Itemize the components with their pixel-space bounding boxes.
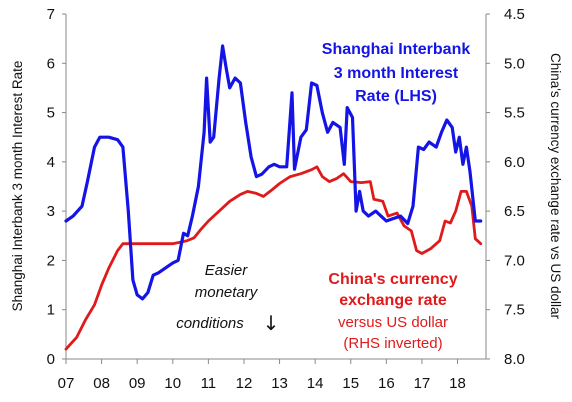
left-tick-labels: 0 1 2 3 4 5 6 7 xyxy=(47,6,66,368)
x-tick-label: 11 xyxy=(201,375,217,392)
plot-frame xyxy=(65,14,487,360)
interest-rate-label-line-2: 3 month Interest xyxy=(334,65,459,82)
interest-rate-series-label: Shanghai Interbank 3 month Interest Rate… xyxy=(322,41,471,105)
annotation-line-1: Easier xyxy=(205,262,249,279)
right-tick-label: 4.5 xyxy=(504,6,525,23)
series-layer xyxy=(64,44,483,351)
exchange-rate-label-line-4: (RHS inverted) xyxy=(343,335,442,352)
x-tick-label: 10 xyxy=(164,375,181,392)
annotation-line-3: conditions xyxy=(176,315,244,332)
right-tick-label: 5.0 xyxy=(504,55,525,72)
left-tick-label: 5 xyxy=(47,105,55,122)
interest-rate-line xyxy=(64,44,483,301)
right-tick-label: 7.0 xyxy=(504,252,525,269)
x-tick-label: 15 xyxy=(342,375,359,392)
left-tick-label: 4 xyxy=(47,154,55,171)
x-tick-label: 07 xyxy=(58,375,75,392)
left-tick-label: 1 xyxy=(47,302,55,319)
right-tick-labels: 4.5 5.0 5.5 6.0 6.5 7.0 7.5 8.0 xyxy=(486,6,525,368)
annotation-line-2: monetary xyxy=(195,284,259,301)
left-tick-label: 6 xyxy=(47,55,55,72)
right-tick-label: 8.0 xyxy=(504,351,525,368)
x-tick-labels: 07 08 09 10 11 12 13 14 15 16 17 18 xyxy=(58,359,466,392)
exchange-rate-label-line-3: versus US dollar xyxy=(338,314,448,331)
left-tick-label: 3 xyxy=(47,203,55,220)
exchange-rate-series-label: China's currency exchange rate versus US… xyxy=(328,271,457,352)
exchange-rate-line xyxy=(64,165,483,351)
right-tick-label: 7.5 xyxy=(504,302,525,319)
left-tick-label: 2 xyxy=(47,252,55,269)
right-tick-label: 5.5 xyxy=(504,105,525,122)
right-axis-label: China's currency exchange rate vs US dol… xyxy=(548,53,563,319)
right-tick-label: 6.5 xyxy=(504,203,525,220)
x-tick-label: 13 xyxy=(271,375,288,392)
left-tick-label: 7 xyxy=(47,6,55,23)
x-tick-label: 16 xyxy=(378,375,395,392)
x-tick-label: 17 xyxy=(414,375,431,392)
x-tick-label: 14 xyxy=(307,375,324,392)
interest-rate-label-line-1: Shanghai Interbank xyxy=(322,41,471,58)
exchange-rate-label-line-2: exchange rate xyxy=(339,292,447,309)
easier-monetary-annotation: Easier monetary conditions ↓ xyxy=(176,262,279,335)
right-tick-label: 6.0 xyxy=(504,154,525,171)
x-tick-label: 18 xyxy=(449,375,466,392)
interest-rate-label-line-3: Rate (LHS) xyxy=(355,88,437,105)
exchange-rate-label-line-1: China's currency xyxy=(328,271,457,288)
left-axis-label: Shanghai Interbank 3 month Interest Rate xyxy=(10,61,25,312)
x-tick-label: 09 xyxy=(129,375,146,392)
down-arrow-icon: ↓ xyxy=(263,311,280,335)
x-tick-label: 12 xyxy=(236,375,253,392)
x-tick-label: 08 xyxy=(93,375,110,392)
left-tick-label: 0 xyxy=(47,351,55,368)
